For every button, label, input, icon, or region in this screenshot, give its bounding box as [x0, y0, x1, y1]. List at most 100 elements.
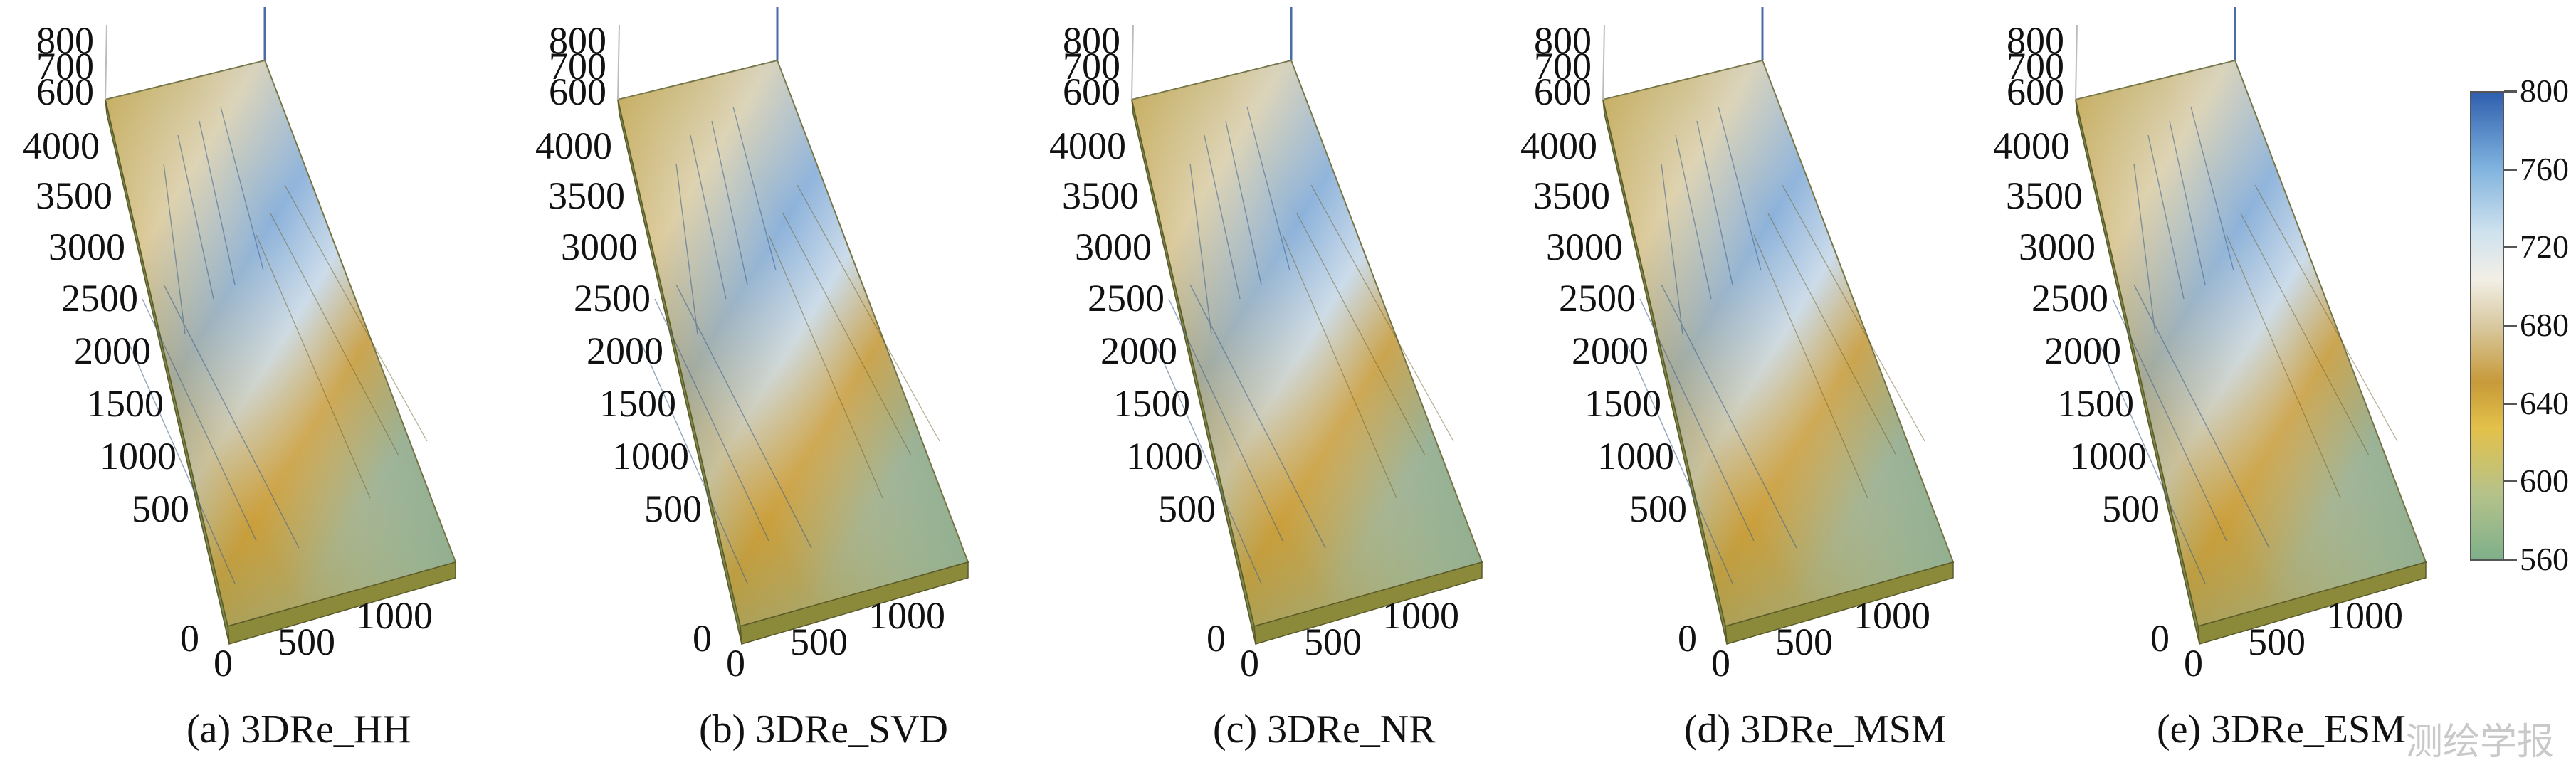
watermark-text: 测绘学报: [2406, 721, 2555, 764]
terrain-panel-hh: 800 700 600 4000 3500 3000 2500 2000 1500 1000 500…: [0, 0, 470, 759]
colorbar-tick: [2504, 325, 2517, 327]
y-tick-label: 1000: [1597, 435, 1674, 478]
y-tick-label: 3500: [2006, 174, 2083, 217]
x-tick-label: 0: [726, 642, 745, 685]
y-tick-label: 3000: [561, 226, 638, 268]
x-tick-label: 1000: [1382, 594, 1459, 637]
y-tick-label: 0: [1678, 617, 1697, 660]
y-tick-label: 4000: [23, 125, 100, 167]
y-tick-label: 0: [2150, 617, 2170, 660]
y-tick-label: 3500: [36, 174, 112, 217]
z-tick-label: 800: [2007, 19, 2064, 62]
y-tick-label: 3500: [1062, 174, 1139, 217]
y-tick-label: 2000: [2044, 329, 2121, 372]
y-tick-label: 2500: [2031, 277, 2108, 320]
y-tick-label: 2500: [574, 277, 651, 320]
x-tick-label: 500: [1304, 621, 1362, 663]
y-tick-label: 1000: [1126, 435, 1203, 478]
y-tick-label: 3000: [2019, 226, 2096, 268]
y-tick-label: 3000: [1546, 226, 1623, 268]
panel-caption: (b) 3DRe_SVD: [699, 707, 948, 751]
x-tick-label: 0: [214, 642, 233, 685]
panel-caption: (a) 3DRe_HH: [186, 707, 411, 751]
panel-caption: (e) 3DRe_ESM: [2157, 707, 2406, 751]
y-tick-label: 2000: [1572, 329, 1649, 372]
colorbar-tick-label: 640: [2520, 384, 2569, 421]
colorbar-tick-label: 720: [2520, 228, 2569, 265]
colorbar-tick: [2504, 168, 2517, 171]
z-tick-label: 700: [2007, 45, 2064, 88]
y-tick-label: 2500: [61, 277, 138, 320]
x-tick-label: 1000: [356, 594, 433, 637]
z-tick-label: 700: [1063, 45, 1120, 88]
y-tick-label: 500: [2102, 487, 2160, 530]
terrain-surface: [2074, 7, 2427, 645]
y-tick-label: 3000: [48, 226, 125, 268]
x-tick-label: 0: [1711, 642, 1730, 685]
y-tick-label: 0: [180, 617, 199, 660]
x-tick-label: 500: [2248, 621, 2306, 663]
y-tick-label: 3500: [548, 174, 625, 217]
x-tick-label: 1000: [868, 594, 945, 637]
x-tick-label: 0: [2184, 642, 2203, 685]
z-tick-label: 700: [36, 45, 94, 88]
terrain-panel-svd: 800 700 600 4000 3500 3000 2500 2000 1500 1000 500…: [512, 0, 982, 759]
y-tick-label: 3000: [1075, 226, 1152, 268]
x-tick-label: 1000: [2326, 594, 2403, 637]
y-tick-label: 4000: [535, 125, 612, 167]
terrain-surface: [104, 7, 457, 645]
y-tick-label: 1000: [612, 435, 689, 478]
z-tick-label: 700: [1534, 45, 1592, 88]
terrain-panel-msm: 800 700 600 4000 3500 3000 2500 2000 1500 1000 500…: [1498, 0, 1967, 759]
z-tick-label: 800: [1534, 19, 1592, 62]
y-tick-label: 4000: [1049, 125, 1126, 167]
y-tick-label: 2500: [1088, 277, 1165, 320]
colorbar-tick: [2504, 90, 2517, 93]
z-tick-label: 700: [549, 45, 606, 88]
colorbar-tick: [2504, 559, 2517, 561]
y-tick-label: 500: [1629, 487, 1687, 530]
y-tick-label: 4000: [1993, 125, 2070, 167]
z-tick-label: 600: [1534, 70, 1592, 113]
y-tick-label: 1500: [87, 382, 164, 425]
y-tick-label: 2000: [1100, 329, 1177, 372]
z-tick-label: 600: [549, 70, 606, 113]
colorbar-tick: [2504, 402, 2517, 405]
z-tick-label: 600: [36, 70, 94, 113]
x-tick-label: 500: [1775, 621, 1833, 663]
x-tick-label: 500: [278, 621, 335, 663]
y-tick-label: 500: [132, 487, 189, 530]
y-tick-label: 3500: [1533, 174, 1610, 217]
y-tick-label: 1500: [599, 382, 676, 425]
colorbar-tick-label: 560: [2520, 541, 2569, 577]
terrain-surface: [1602, 7, 1955, 645]
y-tick-label: 1000: [2070, 435, 2147, 478]
colorbar-tick-label: 680: [2520, 307, 2569, 343]
y-tick-label: 1500: [1113, 382, 1190, 425]
x-tick-label: 500: [790, 621, 848, 663]
x-tick-label: 1000: [1854, 594, 1930, 637]
colorbar-tick-label: 800: [2520, 73, 2569, 109]
colorbar-tick-label: 760: [2520, 150, 2569, 187]
y-tick-label: 1500: [2057, 382, 2134, 425]
panel-caption: (d) 3DRe_MSM: [1684, 707, 1947, 751]
y-tick-label: 500: [1158, 487, 1216, 530]
terrain-panel-esm: 800 700 600 4000 3500 3000 2500 2000 1500 1000 500…: [1970, 0, 2440, 759]
colorbar-tick-label: 600: [2520, 463, 2569, 500]
z-tick-label: 600: [1063, 70, 1120, 113]
z-tick-label: 600: [2007, 70, 2064, 113]
z-tick-label: 800: [36, 19, 94, 62]
y-tick-label: 0: [1206, 617, 1226, 660]
colorbar-tick: [2504, 480, 2517, 483]
z-tick-label: 800: [1063, 19, 1120, 62]
x-tick-label: 0: [1240, 642, 1259, 685]
colorbar-tick: [2504, 246, 2517, 249]
y-tick-label: 2500: [1559, 277, 1636, 320]
colorbar: [2470, 91, 2504, 561]
y-tick-label: 500: [644, 487, 702, 530]
y-tick-label: 2000: [587, 329, 663, 372]
panel-caption: (c) 3DRe_NR: [1213, 707, 1436, 751]
y-tick-label: 0: [693, 617, 712, 660]
z-tick-label: 800: [549, 19, 606, 62]
terrain-surface: [1130, 7, 1483, 645]
